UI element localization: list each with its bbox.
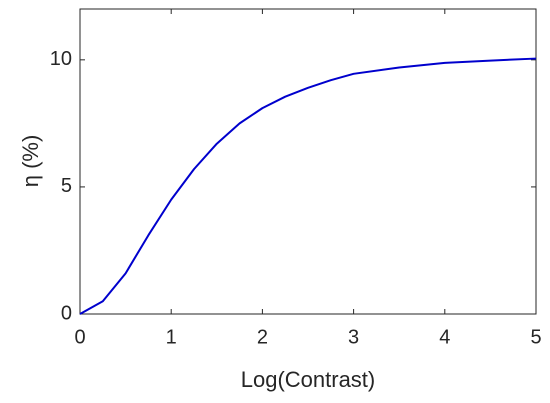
y-tick-label: 0	[61, 302, 72, 324]
x-tick-label: 3	[348, 326, 359, 348]
x-tick-label: 2	[257, 326, 268, 348]
x-tick-label: 1	[166, 326, 177, 348]
x-axis-label: Log(Contrast)	[241, 367, 376, 392]
x-tick-label: 4	[439, 326, 450, 348]
y-tick-label: 10	[50, 48, 72, 70]
y-axis-label: η (%)	[18, 135, 43, 188]
x-tick-label: 5	[530, 326, 541, 348]
data-line	[79, 57, 537, 315]
y-tick-label: 5	[61, 175, 72, 197]
plot-frame	[79, 8, 537, 315]
x-tick-label: 0	[74, 326, 85, 348]
